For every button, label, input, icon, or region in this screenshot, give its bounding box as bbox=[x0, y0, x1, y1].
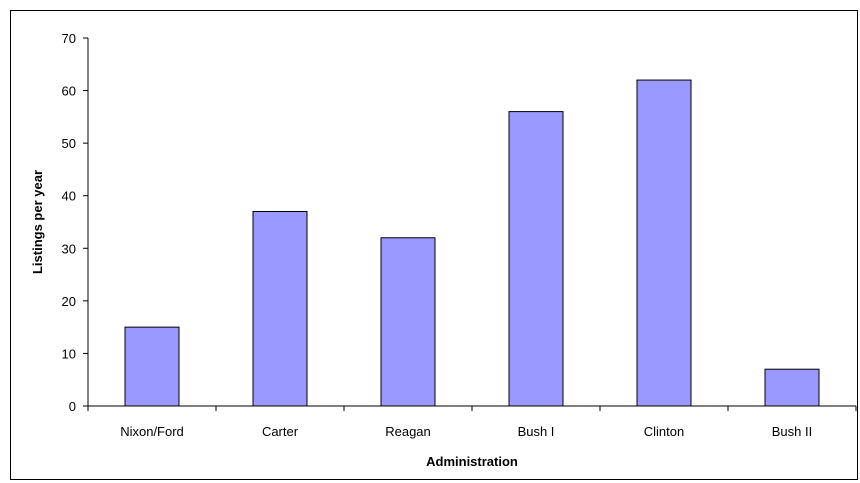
x-tick-label: Clinton bbox=[644, 424, 684, 439]
bar-reagan bbox=[380, 237, 436, 407]
y-tick-label: 60 bbox=[62, 84, 76, 99]
y-axis-title: Listings per year bbox=[30, 170, 45, 274]
y-tick-label: 0 bbox=[69, 399, 76, 414]
y-tick-label: 50 bbox=[62, 136, 76, 151]
y-tick-label: 20 bbox=[62, 294, 76, 309]
bar-carter bbox=[252, 210, 308, 407]
x-tick-label: Bush II bbox=[772, 424, 812, 439]
x-ticks-layer: Nixon/Ford Carter Reagan Bush I Clinton Bush … bbox=[87, 406, 857, 439]
bar-bush-i bbox=[508, 111, 564, 407]
x-tick-label: Nixon/Ford bbox=[120, 424, 184, 439]
bar-clinton bbox=[636, 79, 692, 407]
y-tick-label: 10 bbox=[62, 346, 76, 361]
y-tick-label: 40 bbox=[62, 189, 76, 204]
bars-layer bbox=[124, 79, 820, 407]
bar-bush-ii bbox=[764, 368, 820, 407]
y-tick-label: 30 bbox=[62, 241, 76, 256]
x-axis-title: Administration bbox=[426, 454, 518, 469]
bar-nixon-ford bbox=[124, 326, 180, 407]
x-tick-label: Reagan bbox=[385, 424, 431, 439]
x-tick-label: Bush I bbox=[518, 424, 555, 439]
y-ticks-layer: 0 10 20 30 40 50 60 70 bbox=[62, 31, 88, 414]
y-tick-label: 70 bbox=[62, 31, 76, 46]
x-tick-label: Carter bbox=[262, 424, 299, 439]
